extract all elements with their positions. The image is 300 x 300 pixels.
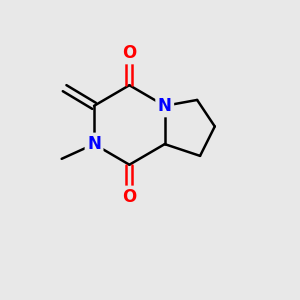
Text: O: O <box>122 44 136 62</box>
Text: N: N <box>87 135 101 153</box>
Text: N: N <box>158 97 172 115</box>
Text: O: O <box>122 188 136 206</box>
